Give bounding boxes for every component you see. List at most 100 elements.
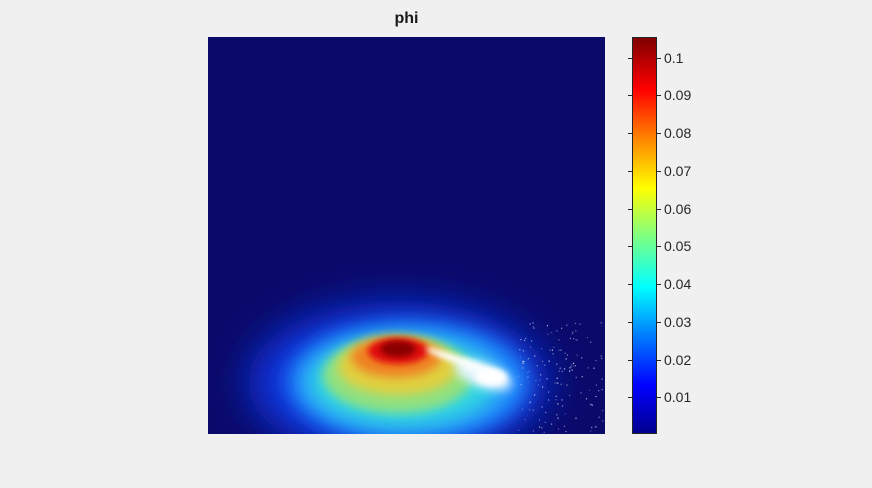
speckle-dot <box>563 425 566 427</box>
speckle-dot <box>545 411 547 414</box>
speckle-dot <box>602 420 604 422</box>
speckle-dot <box>551 349 553 351</box>
speckle-dot <box>518 375 520 377</box>
speckle-dot <box>569 337 571 339</box>
colorbar-tick-mark-left <box>628 208 632 210</box>
speckle-dot <box>590 430 592 432</box>
speckle-dot <box>566 354 568 356</box>
speckle-dot <box>561 370 563 372</box>
speckle-dot <box>600 355 602 357</box>
colorbar-tick-mark <box>657 208 661 210</box>
speckle-dot <box>550 423 553 425</box>
speckle-dot <box>574 365 576 367</box>
speckle-dot <box>572 362 575 364</box>
colorbar-tick-mark-left <box>628 57 632 59</box>
colorbar-tick-label: 0.1 <box>664 49 684 66</box>
speckle-dot <box>572 331 574 333</box>
speckle-dot <box>598 390 600 392</box>
speckle-dot <box>540 374 542 376</box>
colorbar-tick-mark-left <box>628 397 632 399</box>
speckle-dot <box>534 355 536 357</box>
speckle-dot <box>564 352 566 354</box>
speckle-dot <box>538 426 541 428</box>
speckle-dot <box>522 350 525 352</box>
speckle-dot <box>590 404 592 406</box>
speckle-dot <box>561 399 563 401</box>
speckle-dot <box>556 363 558 365</box>
speckle-dot <box>595 426 597 428</box>
speckle-dot <box>571 369 573 371</box>
colorbar-tick-label: 0.02 <box>664 351 692 368</box>
speckle-dot <box>553 346 555 348</box>
speckle-dot <box>588 389 591 391</box>
colorbar-tick-mark <box>657 246 661 248</box>
speckle-dot <box>549 349 551 351</box>
speckle-dot <box>522 362 524 364</box>
speckle-dot <box>566 324 568 326</box>
colorbar-tick-mark-left <box>628 359 632 361</box>
speckle-dot <box>571 332 574 335</box>
speckle-dot <box>541 427 543 429</box>
speckle-dot <box>585 398 588 400</box>
speckle-dot <box>555 395 557 397</box>
speckle-dot <box>534 394 536 396</box>
speckle-dot <box>569 394 571 396</box>
speckle-dot <box>590 341 592 343</box>
speckle-dot <box>561 405 564 407</box>
speckle-dot <box>548 391 550 393</box>
colorbar-tick-label: 0.04 <box>664 276 692 293</box>
speckle-dot <box>591 426 593 429</box>
speckle-dot <box>554 382 556 384</box>
speckle-dot <box>565 358 567 360</box>
colorbar-tick-label: 0.01 <box>664 389 692 406</box>
colorbar-tick-mark <box>657 95 661 97</box>
chart-title: phi <box>394 10 419 27</box>
colorbar-tick-mark-left <box>628 284 632 286</box>
speckle-dot <box>528 409 531 411</box>
colorbar-tick-mark-left <box>628 246 632 248</box>
speckle-dot <box>556 382 558 384</box>
speckle-dot <box>544 421 546 423</box>
speckle-dot <box>574 322 577 324</box>
speckle-dot <box>541 348 543 350</box>
heatmap-plot-area <box>208 37 605 434</box>
speckle-dot <box>520 384 522 386</box>
speckle-dot <box>536 365 538 367</box>
heatmap-peak <box>380 341 416 357</box>
speckle-dot <box>556 414 558 416</box>
speckle-dot <box>532 409 534 411</box>
colorbar-tick-label: 0.08 <box>664 125 692 142</box>
speckle-dot <box>557 418 559 420</box>
speckle-dot <box>593 367 595 369</box>
heatmap-highlight-end <box>475 369 507 385</box>
heatmap-speckles <box>518 322 604 433</box>
colorbar-tick-mark-left <box>628 321 632 323</box>
speckle-dot <box>519 349 521 351</box>
speckle-dot <box>552 353 554 355</box>
speckle-dot <box>529 346 531 348</box>
colorbar-tick-mark-left <box>628 170 632 172</box>
speckle-dot <box>525 337 527 339</box>
colorbar-tick-mark-left <box>628 133 632 135</box>
speckle-dot <box>538 419 540 421</box>
speckle-dot <box>557 417 559 419</box>
speckle-dot <box>558 370 560 372</box>
speckle-dot <box>565 430 567 433</box>
speckle-dot <box>524 339 526 341</box>
speckle-dot <box>557 428 560 430</box>
speckle-dot <box>581 376 583 378</box>
speckle-dot <box>591 404 593 406</box>
speckle-dot <box>601 378 603 380</box>
speckle-dot <box>542 360 544 362</box>
speckle-dot <box>595 359 597 362</box>
speckle-dot <box>551 331 553 334</box>
speckle-dot <box>580 392 582 394</box>
speckle-dot <box>522 360 524 362</box>
speckle-dot <box>546 378 548 380</box>
colorbar-tick-label: 0.09 <box>664 87 692 104</box>
speckle-dot <box>595 395 597 398</box>
speckle-dot <box>576 354 578 356</box>
speckle-dot <box>541 406 543 408</box>
speckle-dot <box>520 339 522 341</box>
